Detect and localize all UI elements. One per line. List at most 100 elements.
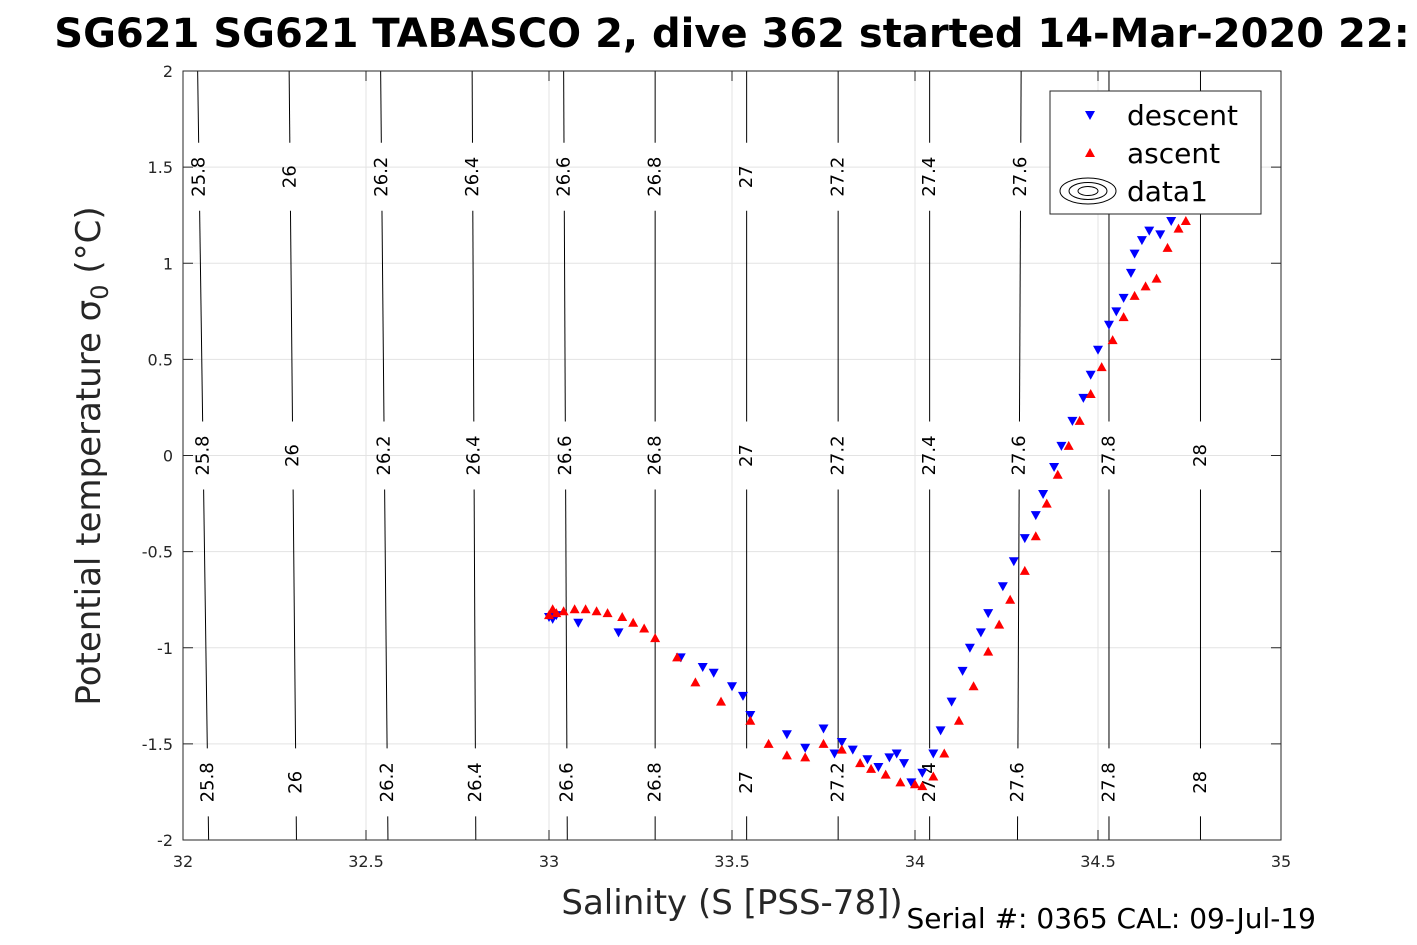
descent-point <box>1008 557 1019 567</box>
density-isoline <box>197 71 200 143</box>
descent-point <box>727 682 737 692</box>
y-tick-label: 0.5 <box>148 350 173 369</box>
density-contour-label: 27.8 <box>1098 762 1119 802</box>
density-contour-label: 26.4 <box>462 157 483 197</box>
ascent-point <box>1005 594 1016 604</box>
x-tick-label: 34 <box>905 852 925 871</box>
density-contour-label: 27.6 <box>1009 435 1030 475</box>
ascent-point <box>1074 415 1085 425</box>
ascent-point <box>928 771 939 781</box>
y-tick-label: 2 <box>163 62 173 81</box>
density-contour-label: 26.8 <box>645 157 666 197</box>
ascent-point <box>1107 335 1118 345</box>
density-contours <box>197 71 1201 840</box>
y-axis-label-unit: (°C) <box>69 206 109 284</box>
x-tick-label: 32 <box>173 852 193 871</box>
y-tick-label: 1 <box>163 254 173 273</box>
legend-box <box>1049 90 1262 215</box>
descent-point <box>781 730 792 740</box>
descent-point <box>1085 370 1096 380</box>
descent-point <box>1103 320 1114 330</box>
density-isoline <box>565 489 568 749</box>
ascent-point <box>763 738 774 748</box>
density-contour-label: 25.8 <box>192 435 214 475</box>
ascent-point <box>1052 469 1063 479</box>
density-contour-label: 27 <box>736 444 757 467</box>
ascent-point <box>939 748 950 758</box>
descent-point <box>946 697 957 707</box>
descent-point <box>847 745 858 755</box>
density-contour-label: 27.4 <box>919 435 940 475</box>
density-isoline <box>472 210 475 422</box>
ascent-point <box>745 715 756 725</box>
descent-point <box>1129 249 1140 259</box>
x-tick-label: 33 <box>539 852 559 871</box>
descent-point <box>1030 511 1041 521</box>
density-contour-label: 27.4 <box>919 157 940 197</box>
y-tick-label: -2 <box>157 831 173 850</box>
descent-point <box>997 582 1008 592</box>
density-isoline <box>473 489 476 749</box>
y-tick-label: -1.5 <box>142 735 173 754</box>
density-contour-label: 27 <box>736 165 757 188</box>
data-points <box>544 201 1191 791</box>
descent-point <box>983 609 994 619</box>
descent-point <box>899 759 910 769</box>
ascent-point <box>895 777 906 787</box>
density-isoline <box>292 489 297 749</box>
descent-point <box>1136 236 1147 246</box>
ascent-point <box>953 715 964 725</box>
descent-point <box>884 753 895 763</box>
legend-ascent-marker <box>1085 148 1095 157</box>
density-contour-label: 28 <box>1190 444 1211 467</box>
descent-point <box>836 737 847 747</box>
descent-point <box>957 666 968 676</box>
density-contour-label: 26.6 <box>554 157 575 197</box>
y-tick-label: 0 <box>163 447 173 466</box>
ascent-point <box>690 677 701 687</box>
ascent-point <box>836 744 847 754</box>
legend-descent-label: descent <box>1127 99 1238 132</box>
ascent-point <box>1085 388 1096 398</box>
density-isoline <box>381 210 385 422</box>
y-axis-ticks: 2 1.5 1 0.5 0 -0.5 -1 -1.5 -2 <box>142 62 1281 850</box>
density-contour-label: 26 <box>280 165 301 188</box>
density-contour-label: 26.2 <box>371 157 392 197</box>
ascent-point <box>602 608 613 618</box>
serial-cal-footer: Serial #: 0365 CAL: 09-Jul-19 <box>906 902 1316 935</box>
y-axis-label: Potential temperature σ0 (°C) <box>69 206 114 705</box>
ascent-point <box>580 604 591 614</box>
density-contour-label: 28 <box>1190 771 1211 794</box>
ascent-point <box>591 606 602 616</box>
density-contour-label: 25.8 <box>188 157 210 197</box>
density-isoline <box>289 210 293 422</box>
legend-data1-contour-icon <box>1059 177 1117 205</box>
density-contour-label: 26.2 <box>377 762 398 802</box>
ascent-point <box>1019 565 1030 575</box>
ascent-point <box>917 781 928 791</box>
ascent-point <box>1180 215 1191 225</box>
descent-point <box>1125 268 1136 278</box>
descent-point <box>708 668 719 678</box>
descent-point <box>697 662 708 672</box>
ascent-point <box>968 681 979 691</box>
descent-point <box>1078 393 1089 403</box>
ascent-point <box>983 646 994 656</box>
ascent-point <box>558 606 569 616</box>
descent-point <box>935 726 946 736</box>
x-axis-ticks: 32 32.5 33 33.5 34 34.5 35 <box>173 71 1291 871</box>
legend-ascent-label: ascent <box>1127 137 1220 170</box>
density-contour-label: 27 <box>736 771 757 794</box>
descent-point <box>928 749 939 759</box>
ascent-point <box>1162 242 1173 252</box>
legend-data1-label: data1 <box>1127 175 1208 208</box>
x-tick-label: 35 <box>1271 852 1291 871</box>
density-isoline <box>203 489 208 749</box>
ascent-point <box>569 604 580 614</box>
y-tick-label: -1 <box>157 639 173 658</box>
ascent-point <box>1129 290 1140 300</box>
density-isoline <box>380 71 382 143</box>
descent-point <box>1118 293 1129 303</box>
descent-point <box>862 755 873 765</box>
